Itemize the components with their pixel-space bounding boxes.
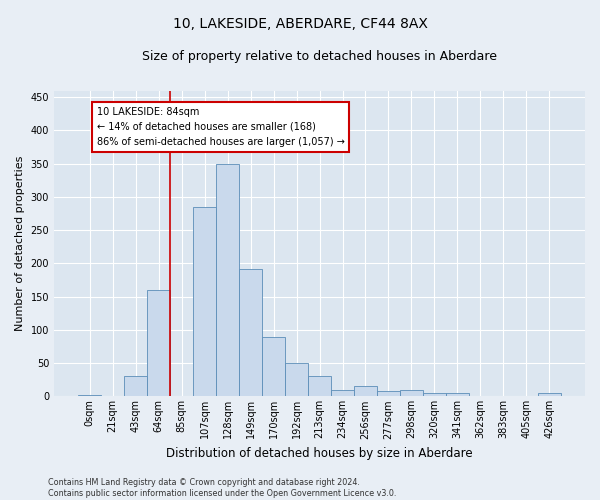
Bar <box>377 391 400 396</box>
Bar <box>124 376 147 396</box>
Bar <box>285 363 308 396</box>
Bar <box>331 390 354 396</box>
Text: Contains HM Land Registry data © Crown copyright and database right 2024.
Contai: Contains HM Land Registry data © Crown c… <box>48 478 397 498</box>
Bar <box>400 390 423 396</box>
Y-axis label: Number of detached properties: Number of detached properties <box>15 156 25 331</box>
Bar <box>354 386 377 396</box>
Text: 10, LAKESIDE, ABERDARE, CF44 8AX: 10, LAKESIDE, ABERDARE, CF44 8AX <box>173 18 427 32</box>
X-axis label: Distribution of detached houses by size in Aberdare: Distribution of detached houses by size … <box>166 447 473 460</box>
Bar <box>147 290 170 397</box>
Bar <box>262 336 285 396</box>
Bar <box>308 376 331 396</box>
Bar <box>446 393 469 396</box>
Bar <box>216 164 239 396</box>
Title: Size of property relative to detached houses in Aberdare: Size of property relative to detached ho… <box>142 50 497 63</box>
Bar <box>239 268 262 396</box>
Text: 10 LAKESIDE: 84sqm
← 14% of detached houses are smaller (168)
86% of semi-detach: 10 LAKESIDE: 84sqm ← 14% of detached hou… <box>97 107 344 147</box>
Bar <box>78 395 101 396</box>
Bar <box>193 207 216 396</box>
Bar <box>538 393 561 396</box>
Bar <box>423 393 446 396</box>
